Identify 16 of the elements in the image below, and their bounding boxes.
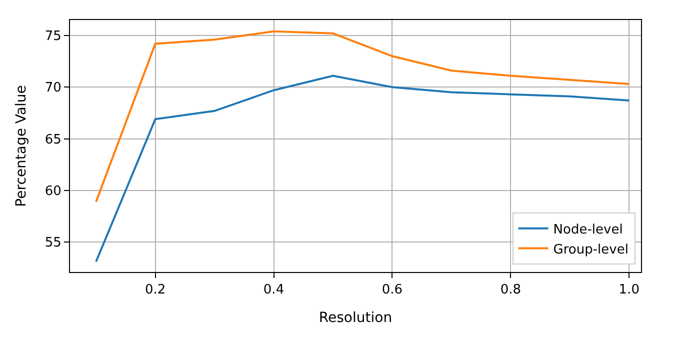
x-tick-label: 0.2 bbox=[144, 282, 166, 298]
legend-label: Node-level bbox=[553, 222, 623, 238]
x-tick-label: 0.8 bbox=[500, 282, 522, 298]
x-tick-label: 0.6 bbox=[382, 282, 403, 298]
x-tick-label: 0.4 bbox=[263, 282, 284, 298]
line-series bbox=[95, 74, 630, 263]
y-axis-title: Percentage Value bbox=[13, 85, 30, 207]
line-series bbox=[95, 30, 630, 203]
y-tick-label: 60 bbox=[44, 184, 62, 199]
y-tick-label: 55 bbox=[44, 236, 62, 251]
y-tick-label: 70 bbox=[44, 80, 62, 96]
y-tick-label: 65 bbox=[44, 132, 62, 148]
y-tick-label: 75 bbox=[44, 29, 62, 44]
legend-label: Group-level bbox=[553, 242, 628, 258]
x-axis-title: Resolution bbox=[318, 310, 392, 326]
x-tick-label: 1.0 bbox=[618, 282, 640, 298]
